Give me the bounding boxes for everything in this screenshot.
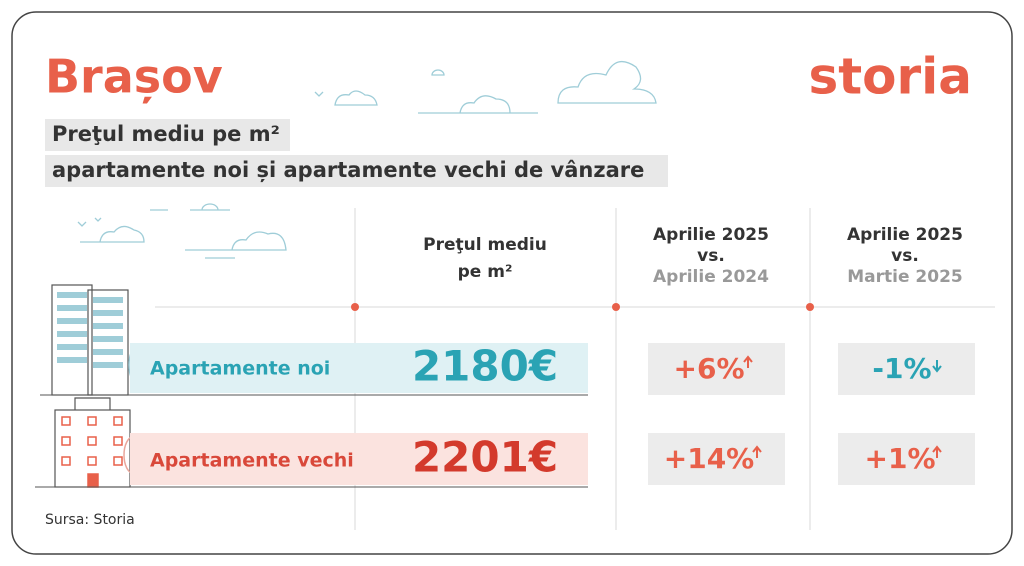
change-box: [648, 343, 785, 395]
arrow-up: [752, 445, 762, 458]
subtitle-bg: [45, 155, 668, 187]
change-box: [648, 433, 785, 485]
change-box: [838, 343, 975, 395]
source: Sursa: Storia: [45, 512, 135, 528]
arrow-up: [743, 355, 753, 368]
change-box: [838, 433, 975, 485]
row-label: Apartamente noi: [150, 358, 330, 380]
column-header: Preţul mediu: [423, 235, 547, 255]
change: -1%: [872, 352, 931, 385]
row-label: Apartamente vechi: [150, 450, 354, 472]
price: 2180€: [412, 342, 558, 391]
row-band: [130, 433, 588, 485]
column-header: pe m²: [458, 262, 513, 282]
column-header: Aprilie 2025: [653, 225, 769, 245]
city-title: Brașov: [45, 50, 223, 104]
subtitle-bg: [45, 119, 290, 151]
arrow-up: [932, 445, 942, 458]
subtitle: apartamente noi și apartamente vechi de …: [52, 158, 644, 182]
change: +6%: [674, 352, 745, 385]
column-header: Martie 2025: [847, 267, 963, 287]
price: 2201€: [412, 433, 558, 482]
row-band: [130, 343, 588, 393]
logo: storia: [808, 48, 972, 106]
grid-dots: [351, 303, 814, 311]
arrow-down: [932, 360, 942, 373]
column-header: vs.: [891, 246, 919, 266]
column-header: Aprilie 2025: [847, 225, 963, 245]
change: +14%: [664, 442, 754, 475]
building-new: [51, 284, 146, 396]
change: +1%: [865, 442, 936, 475]
clouds: [77, 60, 657, 259]
column-header: Aprilie 2024: [653, 267, 769, 287]
column-header: vs.: [697, 246, 725, 266]
subtitle: Preţul mediu pe m²: [52, 122, 280, 146]
